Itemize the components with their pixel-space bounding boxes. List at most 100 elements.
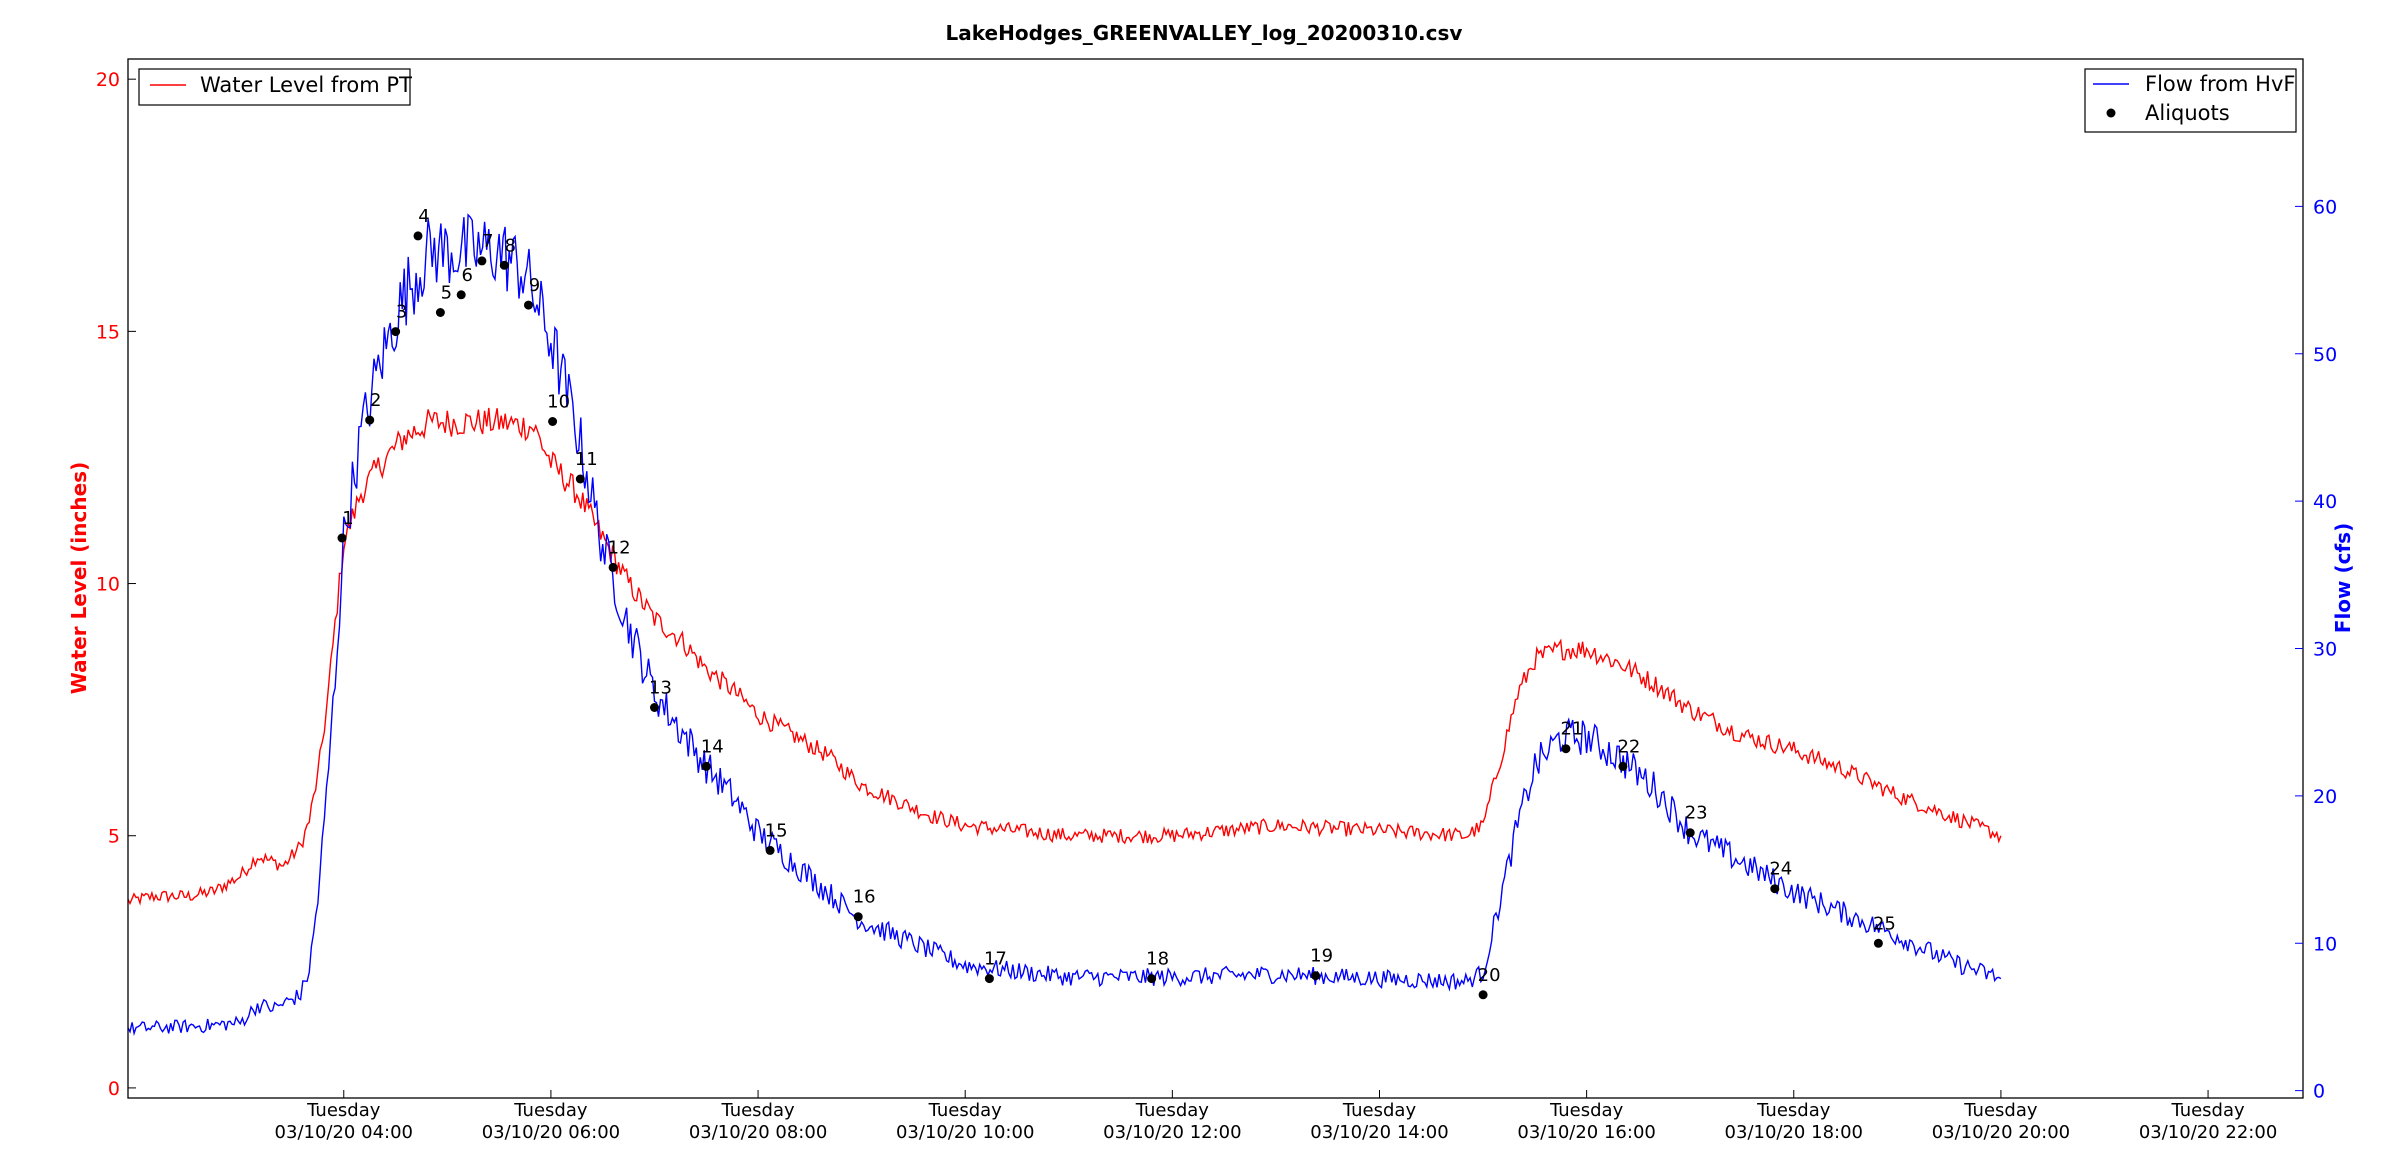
aliquot-point	[608, 562, 618, 572]
left-axis-tick-label: 0	[108, 1078, 120, 1100]
x-axis-tick-date-label: 03/10/20 14:00	[1310, 1122, 1448, 1143]
aliquot-label: 11	[575, 449, 598, 470]
right-axis-title: Flow (cfs)	[2331, 523, 2355, 633]
left-axis-tick-label: 5	[108, 826, 120, 848]
x-axis-tick-date-label: 03/10/20 20:00	[1932, 1122, 2070, 1143]
legend-left-frame	[138, 68, 411, 106]
aliquot-point	[1311, 971, 1321, 981]
legend-right-frame	[2084, 68, 2297, 133]
aliquot-label: 14	[701, 736, 724, 757]
aliquot-point	[1478, 990, 1488, 1000]
left-axis-title: Water Level (inches)	[67, 462, 91, 694]
right-axis-tick-label: 60	[2313, 196, 2337, 218]
x-axis-tick-day-label: Tuesday	[1342, 1100, 1417, 1121]
right-axis-tick-label: 30	[2313, 639, 2337, 661]
aliquot-point	[477, 256, 487, 266]
left-axis-tick-label: 20	[96, 69, 120, 91]
legend-aliquots-label: Aliquots	[2145, 101, 2230, 125]
aliquot-label: 6	[461, 265, 472, 286]
aliquot-point	[1873, 938, 1883, 948]
legend-left: Water Level from PT	[138, 68, 412, 106]
left-axis-tick-label: 10	[96, 574, 120, 596]
legend-flow-label: Flow from HvF	[2145, 72, 2295, 96]
x-axis-tick-date-label: 03/10/20 16:00	[1517, 1122, 1655, 1143]
right-axis-tick-label: 0	[2313, 1081, 2325, 1103]
aliquot-point	[337, 533, 347, 543]
flow-series-line	[127, 213, 2002, 1037]
aliquot-point	[575, 474, 585, 484]
chart-title: LakeHodges_GREENVALLEY_log_20200310.csv	[946, 21, 1463, 45]
aliquot-point	[1561, 744, 1571, 754]
aliquot-label: 20	[1478, 965, 1501, 986]
aliquot-label: 16	[853, 887, 876, 908]
aliquot-point	[1770, 884, 1780, 894]
aliquot-label: 12	[608, 537, 631, 558]
aliquot-label: 1	[342, 508, 353, 529]
aliquot-label: 22	[1617, 736, 1640, 757]
aliquot-point	[548, 417, 558, 426]
x-axis-tick-day-label: Tuesday	[2170, 1100, 2245, 1121]
x-axis-tick-day-label: Tuesday	[1756, 1100, 1831, 1121]
x-axis-tick-day-label: Tuesday	[928, 1100, 1003, 1121]
x-axis-tick-date-label: 03/10/20 18:00	[1725, 1122, 1863, 1143]
aliquot-point	[524, 300, 533, 310]
legend-water-level-label: Water Level from PT	[200, 73, 412, 97]
aliquot-label: 19	[1310, 946, 1333, 967]
x-axis-tick-day-label: Tuesday	[1549, 1100, 1624, 1121]
x-axis-tick-day-label: Tuesday	[720, 1100, 795, 1121]
aliquot-point	[984, 974, 994, 984]
x-axis-tick-day-label: Tuesday	[1135, 1100, 1210, 1121]
right-axis-tick-label: 50	[2313, 344, 2337, 366]
x-axis-tick-date-label: 03/10/20 04:00	[275, 1122, 413, 1143]
aliquot-label: 8	[505, 235, 516, 256]
x-axis-tick-date-label: 03/10/20 08:00	[689, 1122, 827, 1143]
right-axis-tick-label: 40	[2313, 491, 2337, 513]
x-axis-tick-day-label: Tuesday	[306, 1100, 381, 1121]
water-level-series-line	[127, 407, 2002, 906]
x-axis-tick-day-label: Tuesday	[513, 1100, 588, 1121]
aliquot-point	[853, 912, 863, 922]
aliquot-point	[1618, 761, 1628, 771]
aliquot-label: 7	[482, 231, 493, 252]
plot-frame	[127, 58, 2304, 1099]
aliquot-point	[650, 703, 659, 712]
aliquot-label: 13	[649, 678, 672, 699]
x-axis-tick-date-label: 03/10/20 12:00	[1103, 1122, 1241, 1143]
aliquot-point	[456, 290, 466, 300]
aliquot-label: 21	[1560, 719, 1583, 740]
aliquot-label: 3	[396, 302, 407, 323]
legend-aliquots-marker	[2106, 108, 2116, 118]
aliquot-point	[435, 308, 445, 317]
aliquot-point	[365, 415, 375, 425]
aliquot-label: 17	[984, 949, 1007, 970]
aliquot-label: 15	[765, 820, 788, 841]
x-axis-tick-date-label: 03/10/20 10:00	[896, 1122, 1034, 1143]
aliquot-label: 23	[1685, 803, 1708, 824]
aliquot-point	[391, 327, 401, 337]
aliquot-label: 18	[1146, 949, 1169, 970]
aliquot-label: 9	[529, 275, 540, 296]
x-axis-tick-day-label: Tuesday	[1963, 1100, 2038, 1121]
aliquot-label: 4	[418, 206, 429, 227]
aliquot-point	[701, 761, 711, 771]
aliquot-point	[765, 845, 775, 855]
aliquot-label: 5	[441, 283, 452, 304]
aliquot-point	[1147, 974, 1157, 984]
aliquot-point	[413, 231, 423, 241]
aliquot-label: 2	[370, 390, 381, 411]
legend-right: Flow from HvF Aliquots	[2084, 68, 2297, 133]
aliquot-label: 25	[1873, 913, 1896, 934]
left-axis-tick-label: 15	[96, 321, 120, 343]
right-axis-tick-label: 20	[2313, 786, 2337, 808]
x-axis-tick-date-label: 03/10/20 22:00	[2139, 1122, 2277, 1143]
aliquot-point	[499, 260, 509, 270]
aliquot-label: 10	[547, 392, 570, 413]
aliquot-point	[1685, 828, 1695, 838]
right-axis-tick-label: 10	[2313, 933, 2337, 955]
x-axis-tick-date-label: 03/10/20 06:00	[482, 1122, 620, 1143]
aliquot-label: 24	[1769, 859, 1792, 880]
